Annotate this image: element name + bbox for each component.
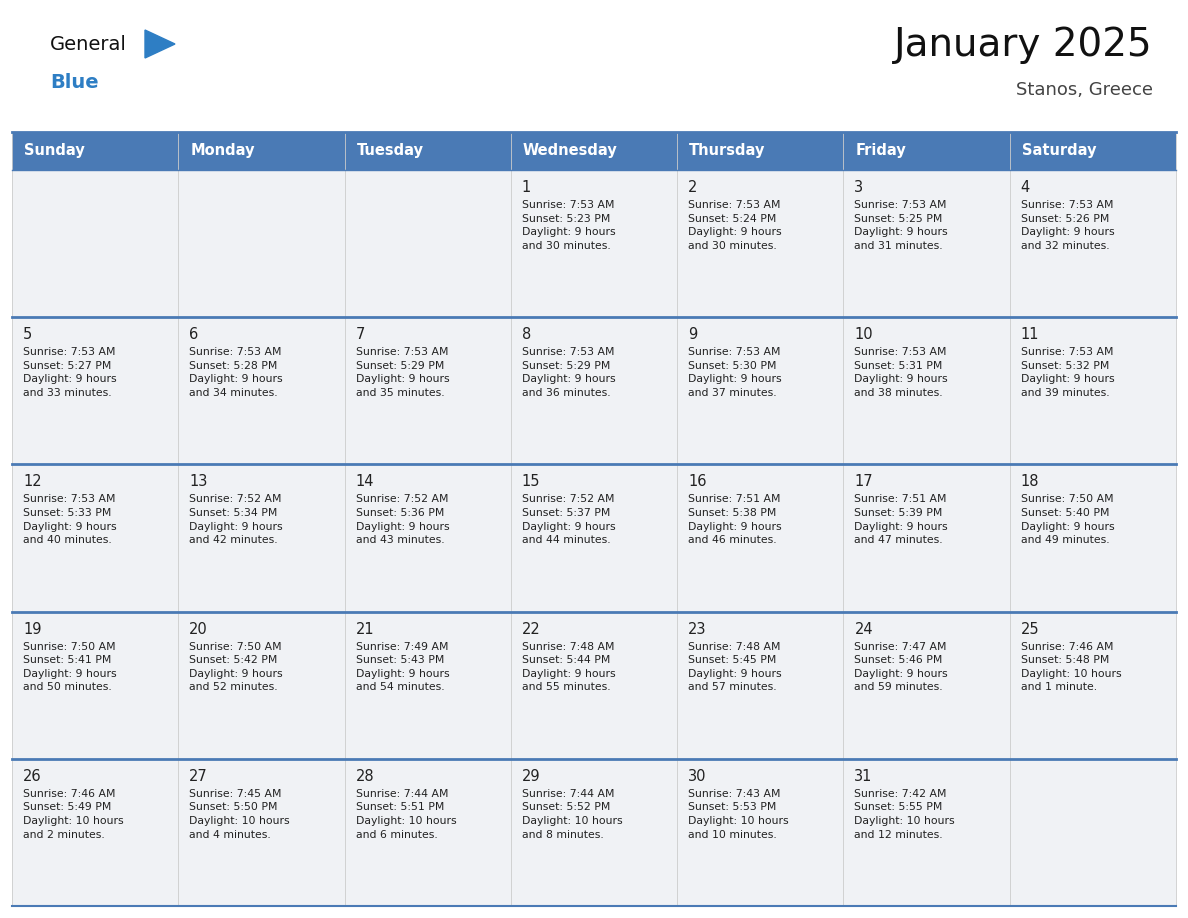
Text: Sunrise: 7:51 AM
Sunset: 5:39 PM
Daylight: 9 hours
and 47 minutes.: Sunrise: 7:51 AM Sunset: 5:39 PM Dayligh…: [854, 495, 948, 545]
Text: Sunrise: 7:50 AM
Sunset: 5:41 PM
Daylight: 9 hours
and 50 minutes.: Sunrise: 7:50 AM Sunset: 5:41 PM Dayligh…: [23, 642, 116, 692]
Text: Friday: Friday: [855, 143, 906, 159]
Text: Sunrise: 7:46 AM
Sunset: 5:48 PM
Daylight: 10 hours
and 1 minute.: Sunrise: 7:46 AM Sunset: 5:48 PM Dayligh…: [1020, 642, 1121, 692]
Text: Sunrise: 7:42 AM
Sunset: 5:55 PM
Daylight: 10 hours
and 12 minutes.: Sunrise: 7:42 AM Sunset: 5:55 PM Dayligh…: [854, 789, 955, 840]
Text: Sunrise: 7:48 AM
Sunset: 5:45 PM
Daylight: 9 hours
and 57 minutes.: Sunrise: 7:48 AM Sunset: 5:45 PM Dayligh…: [688, 642, 782, 692]
Text: Sunrise: 7:53 AM
Sunset: 5:23 PM
Daylight: 9 hours
and 30 minutes.: Sunrise: 7:53 AM Sunset: 5:23 PM Dayligh…: [522, 200, 615, 251]
Text: 9: 9: [688, 327, 697, 342]
Text: 15: 15: [522, 475, 541, 489]
Text: Sunrise: 7:43 AM
Sunset: 5:53 PM
Daylight: 10 hours
and 10 minutes.: Sunrise: 7:43 AM Sunset: 5:53 PM Dayligh…: [688, 789, 789, 840]
Text: 18: 18: [1020, 475, 1040, 489]
Text: Sunrise: 7:53 AM
Sunset: 5:31 PM
Daylight: 9 hours
and 38 minutes.: Sunrise: 7:53 AM Sunset: 5:31 PM Dayligh…: [854, 347, 948, 398]
Text: 2: 2: [688, 180, 697, 195]
Text: 11: 11: [1020, 327, 1040, 342]
Text: 20: 20: [189, 621, 208, 636]
Text: Sunrise: 7:53 AM
Sunset: 5:33 PM
Daylight: 9 hours
and 40 minutes.: Sunrise: 7:53 AM Sunset: 5:33 PM Dayligh…: [23, 495, 116, 545]
Text: 17: 17: [854, 475, 873, 489]
Text: 22: 22: [522, 621, 541, 636]
Text: January 2025: January 2025: [895, 26, 1154, 64]
Text: Sunrise: 7:47 AM
Sunset: 5:46 PM
Daylight: 9 hours
and 59 minutes.: Sunrise: 7:47 AM Sunset: 5:46 PM Dayligh…: [854, 642, 948, 692]
Text: Sunrise: 7:53 AM
Sunset: 5:24 PM
Daylight: 9 hours
and 30 minutes.: Sunrise: 7:53 AM Sunset: 5:24 PM Dayligh…: [688, 200, 782, 251]
Text: Sunrise: 7:53 AM
Sunset: 5:26 PM
Daylight: 9 hours
and 32 minutes.: Sunrise: 7:53 AM Sunset: 5:26 PM Dayligh…: [1020, 200, 1114, 251]
Text: Sunrise: 7:45 AM
Sunset: 5:50 PM
Daylight: 10 hours
and 4 minutes.: Sunrise: 7:45 AM Sunset: 5:50 PM Dayligh…: [189, 789, 290, 840]
Text: 30: 30: [688, 768, 707, 784]
Polygon shape: [145, 30, 175, 58]
Text: Sunrise: 7:49 AM
Sunset: 5:43 PM
Daylight: 9 hours
and 54 minutes.: Sunrise: 7:49 AM Sunset: 5:43 PM Dayligh…: [355, 642, 449, 692]
Text: 29: 29: [522, 768, 541, 784]
Text: Sunrise: 7:53 AM
Sunset: 5:30 PM
Daylight: 9 hours
and 37 minutes.: Sunrise: 7:53 AM Sunset: 5:30 PM Dayligh…: [688, 347, 782, 398]
Text: 6: 6: [189, 327, 198, 342]
Text: Sunrise: 7:51 AM
Sunset: 5:38 PM
Daylight: 9 hours
and 46 minutes.: Sunrise: 7:51 AM Sunset: 5:38 PM Dayligh…: [688, 495, 782, 545]
Text: 5: 5: [23, 327, 32, 342]
Text: Sunrise: 7:44 AM
Sunset: 5:52 PM
Daylight: 10 hours
and 8 minutes.: Sunrise: 7:44 AM Sunset: 5:52 PM Dayligh…: [522, 789, 623, 840]
Text: General: General: [50, 35, 127, 53]
Text: Saturday: Saturday: [1022, 143, 1097, 159]
Text: 19: 19: [23, 621, 42, 636]
Text: 23: 23: [688, 621, 707, 636]
Text: Sunrise: 7:52 AM
Sunset: 5:37 PM
Daylight: 9 hours
and 44 minutes.: Sunrise: 7:52 AM Sunset: 5:37 PM Dayligh…: [522, 495, 615, 545]
Text: 25: 25: [1020, 621, 1040, 636]
Text: 4: 4: [1020, 180, 1030, 195]
Text: 21: 21: [355, 621, 374, 636]
Text: 27: 27: [189, 768, 208, 784]
Text: Thursday: Thursday: [689, 143, 765, 159]
Text: Wednesday: Wednesday: [523, 143, 618, 159]
Text: 8: 8: [522, 327, 531, 342]
Text: 26: 26: [23, 768, 42, 784]
Text: Sunrise: 7:46 AM
Sunset: 5:49 PM
Daylight: 10 hours
and 2 minutes.: Sunrise: 7:46 AM Sunset: 5:49 PM Dayligh…: [23, 789, 124, 840]
Text: 3: 3: [854, 180, 864, 195]
Text: 12: 12: [23, 475, 42, 489]
Text: Sunrise: 7:53 AM
Sunset: 5:28 PM
Daylight: 9 hours
and 34 minutes.: Sunrise: 7:53 AM Sunset: 5:28 PM Dayligh…: [189, 347, 283, 398]
Text: Sunrise: 7:53 AM
Sunset: 5:29 PM
Daylight: 9 hours
and 35 minutes.: Sunrise: 7:53 AM Sunset: 5:29 PM Dayligh…: [355, 347, 449, 398]
Text: Sunrise: 7:52 AM
Sunset: 5:36 PM
Daylight: 9 hours
and 43 minutes.: Sunrise: 7:52 AM Sunset: 5:36 PM Dayligh…: [355, 495, 449, 545]
Text: 24: 24: [854, 621, 873, 636]
Text: 16: 16: [688, 475, 707, 489]
Text: 31: 31: [854, 768, 873, 784]
Text: Sunrise: 7:48 AM
Sunset: 5:44 PM
Daylight: 9 hours
and 55 minutes.: Sunrise: 7:48 AM Sunset: 5:44 PM Dayligh…: [522, 642, 615, 692]
Text: 13: 13: [189, 475, 208, 489]
Text: Blue: Blue: [50, 73, 99, 92]
Bar: [12, 132, 1176, 170]
Text: Sunrise: 7:53 AM
Sunset: 5:27 PM
Daylight: 9 hours
and 33 minutes.: Sunrise: 7:53 AM Sunset: 5:27 PM Dayligh…: [23, 347, 116, 398]
Text: Sunrise: 7:50 AM
Sunset: 5:42 PM
Daylight: 9 hours
and 52 minutes.: Sunrise: 7:50 AM Sunset: 5:42 PM Dayligh…: [189, 642, 283, 692]
Text: Stanos, Greece: Stanos, Greece: [1016, 81, 1154, 99]
Text: Tuesday: Tuesday: [356, 143, 424, 159]
Text: Sunrise: 7:52 AM
Sunset: 5:34 PM
Daylight: 9 hours
and 42 minutes.: Sunrise: 7:52 AM Sunset: 5:34 PM Dayligh…: [189, 495, 283, 545]
Text: 14: 14: [355, 475, 374, 489]
Text: Sunrise: 7:50 AM
Sunset: 5:40 PM
Daylight: 9 hours
and 49 minutes.: Sunrise: 7:50 AM Sunset: 5:40 PM Dayligh…: [1020, 495, 1114, 545]
Text: Sunrise: 7:44 AM
Sunset: 5:51 PM
Daylight: 10 hours
and 6 minutes.: Sunrise: 7:44 AM Sunset: 5:51 PM Dayligh…: [355, 789, 456, 840]
Text: Sunday: Sunday: [24, 143, 84, 159]
Text: 10: 10: [854, 327, 873, 342]
Text: Sunrise: 7:53 AM
Sunset: 5:32 PM
Daylight: 9 hours
and 39 minutes.: Sunrise: 7:53 AM Sunset: 5:32 PM Dayligh…: [1020, 347, 1114, 398]
Bar: [12, 132, 1176, 906]
Text: 1: 1: [522, 180, 531, 195]
Text: Sunrise: 7:53 AM
Sunset: 5:29 PM
Daylight: 9 hours
and 36 minutes.: Sunrise: 7:53 AM Sunset: 5:29 PM Dayligh…: [522, 347, 615, 398]
Text: 7: 7: [355, 327, 365, 342]
Text: 28: 28: [355, 768, 374, 784]
Text: Sunrise: 7:53 AM
Sunset: 5:25 PM
Daylight: 9 hours
and 31 minutes.: Sunrise: 7:53 AM Sunset: 5:25 PM Dayligh…: [854, 200, 948, 251]
Text: Monday: Monday: [190, 143, 254, 159]
